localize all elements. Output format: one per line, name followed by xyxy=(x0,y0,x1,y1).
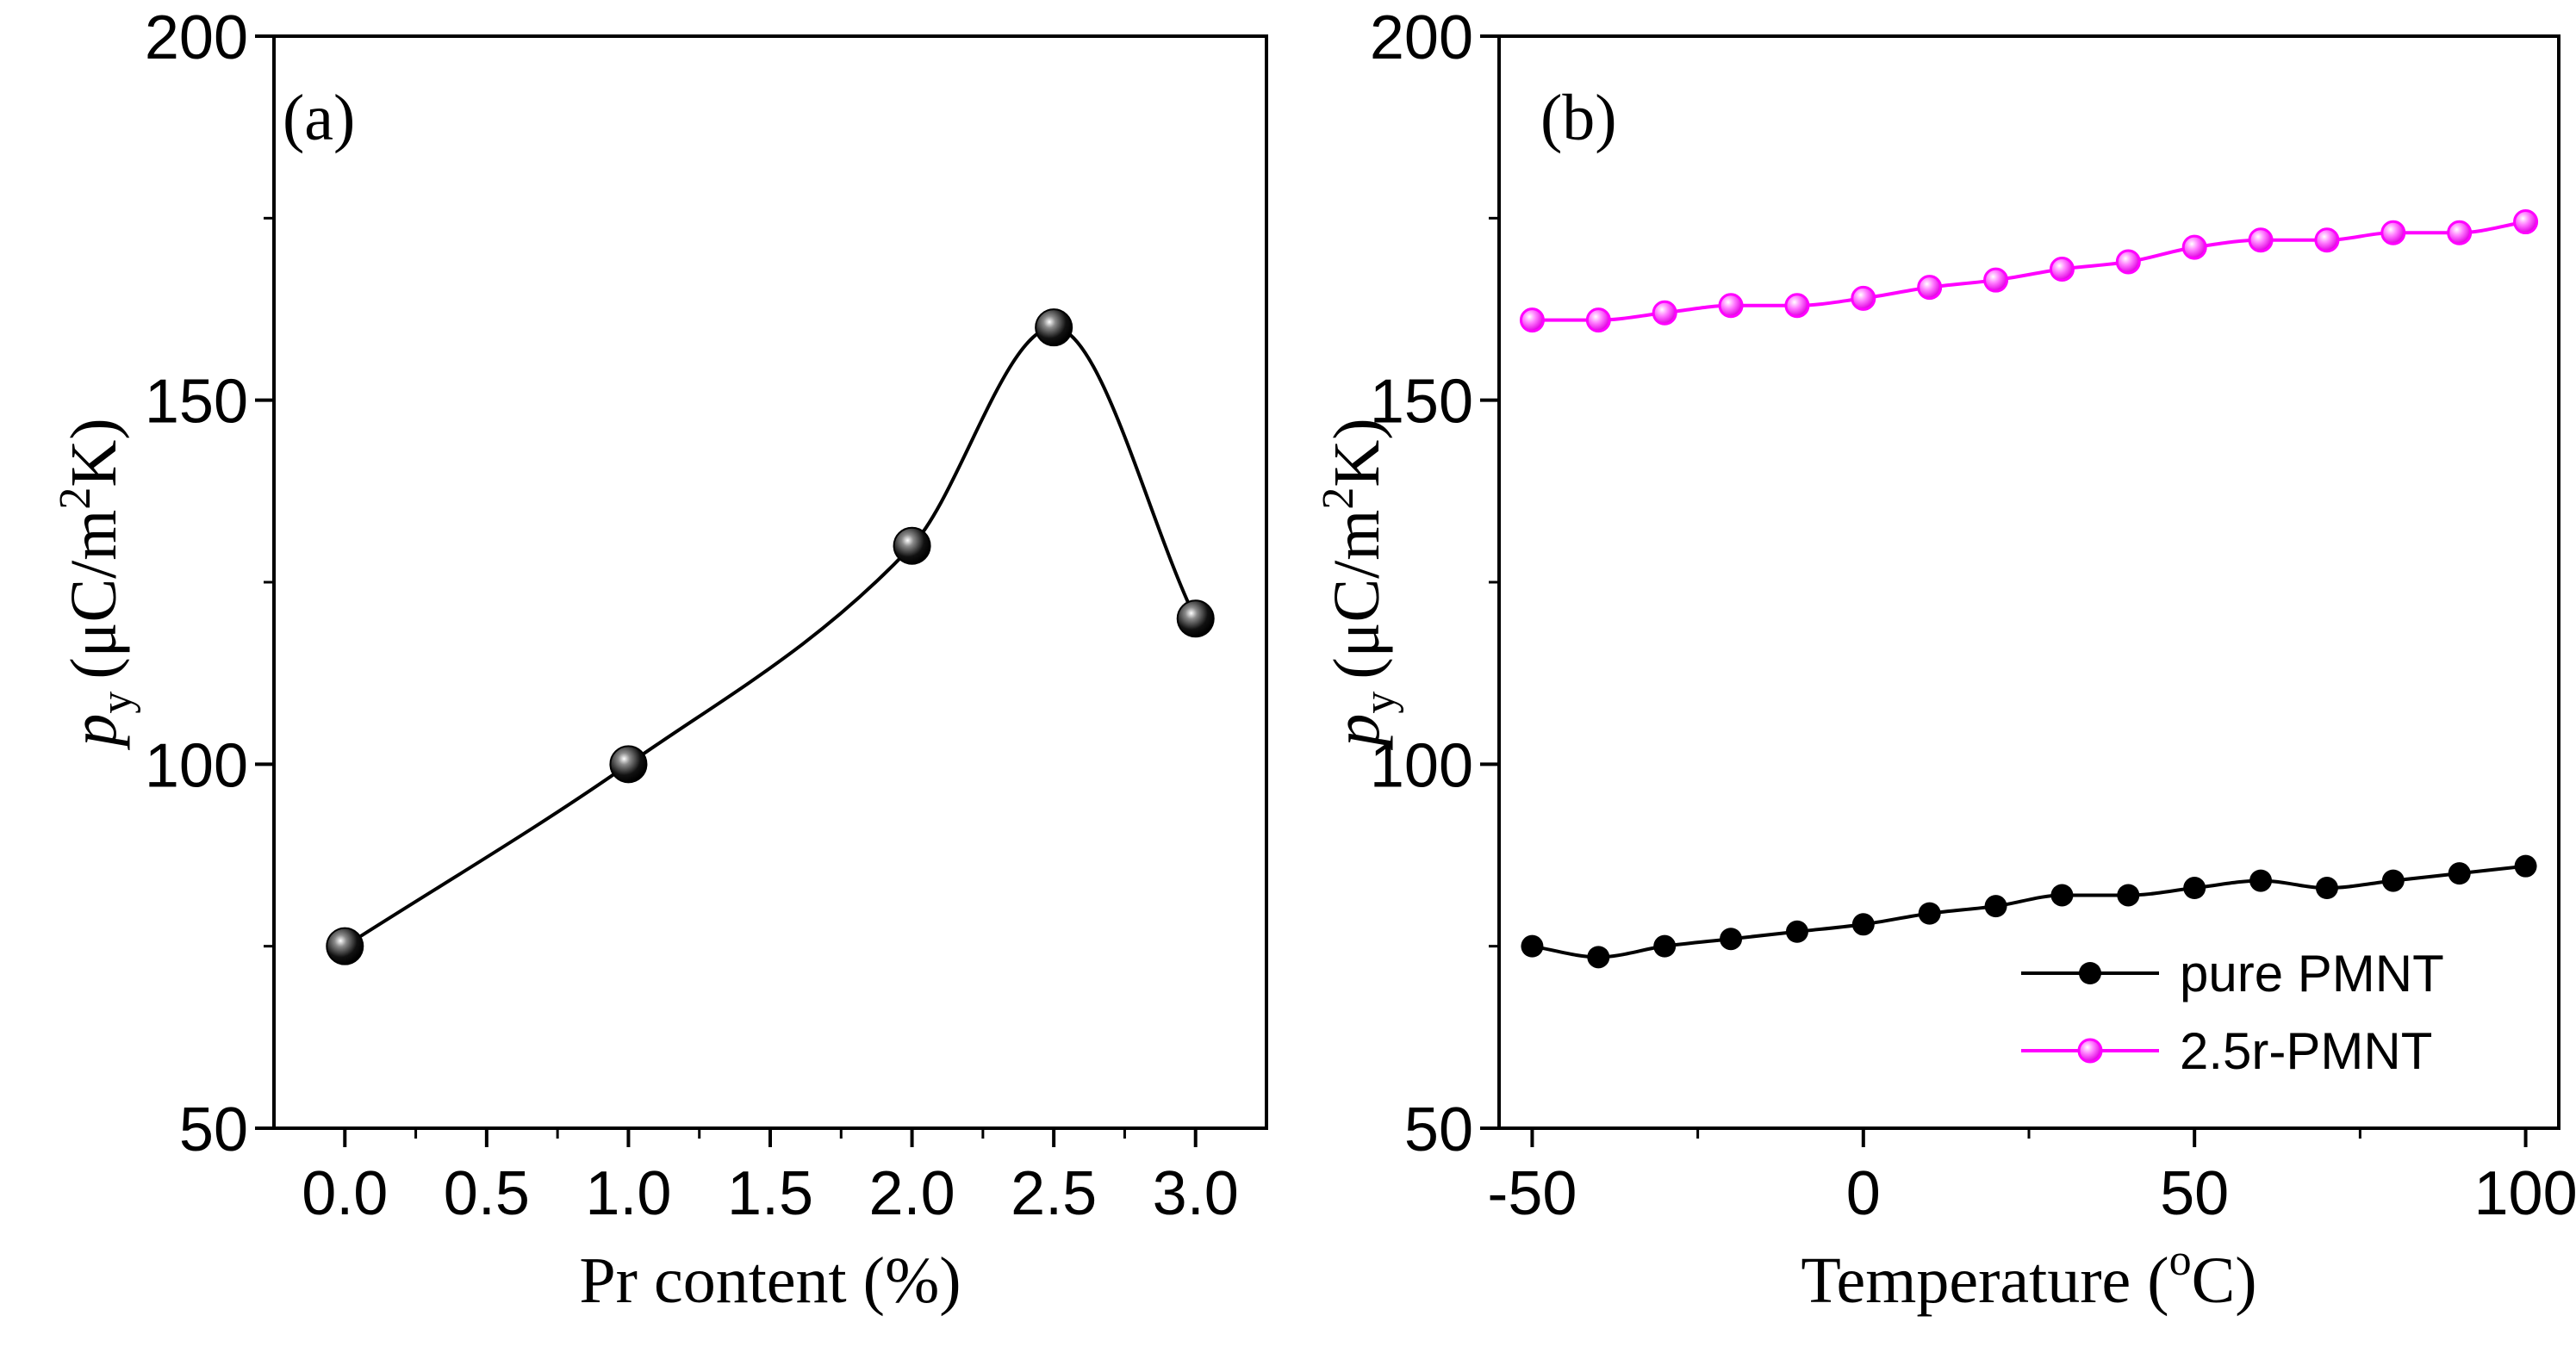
data-point-2-5r-pmnt xyxy=(1585,307,1611,333)
series-line-pure-pmnt xyxy=(1532,864,2526,959)
data-point xyxy=(609,745,648,784)
x-tick-label-a: 1.0 xyxy=(585,1159,671,1228)
x-axis-title-a: Pr content (%) xyxy=(579,1244,961,1317)
series-line-2-5r-pmnt xyxy=(1532,220,2526,322)
data-point-pure-pmnt xyxy=(2514,854,2537,878)
data-point xyxy=(1176,599,1215,638)
x-tick-label-b: 100 xyxy=(2473,1159,2576,1228)
y-tick-label-b: 200 xyxy=(1370,3,1473,72)
data-point-2-5r-pmnt xyxy=(1519,307,1545,333)
data-point-2-5r-pmnt xyxy=(2447,220,2473,245)
data-point-2-5r-pmnt xyxy=(1917,275,1943,301)
x-tick-label-a: 2.0 xyxy=(869,1159,955,1228)
panel-b: -50 0 50 100 50 100 150 200 (b) Temperature (oC… xyxy=(1314,3,2576,1317)
data-point-2-5r-pmnt xyxy=(2248,227,2274,253)
data-point xyxy=(1035,308,1073,347)
ticks-b xyxy=(1480,34,2528,1147)
data-point-2-5r-pmnt xyxy=(2314,227,2340,253)
data-point-pure-pmnt xyxy=(1984,895,2007,918)
x-tick-label-a: 1.5 xyxy=(727,1159,813,1228)
data-point-pure-pmnt xyxy=(1918,902,1941,925)
plot-frame-a xyxy=(272,34,1268,1130)
x-tick-label-b: 50 xyxy=(2160,1159,2229,1228)
y-axis-title-b: py(μC/m2K) xyxy=(1314,418,1404,750)
x-tick-label-a: 0.0 xyxy=(302,1159,388,1228)
ticks-a xyxy=(255,34,1198,1147)
legend: pure PMNT 2.5r-PMNT xyxy=(2021,945,2444,1080)
series-line-a xyxy=(344,326,1198,948)
y-tick-label-b: 150 xyxy=(1370,368,1473,437)
panel-label-b: (b) xyxy=(1540,82,1617,154)
data-point-pure-pmnt xyxy=(2448,862,2471,885)
data-point-2-5r-pmnt xyxy=(1784,293,1810,319)
data-point-pure-pmnt xyxy=(2381,869,2405,892)
data-point xyxy=(893,526,931,565)
data-point-2-5r-pmnt xyxy=(1652,300,1677,326)
y-axis-title-a: py(μC/m2K) xyxy=(51,418,141,750)
x-tick-label-b: 0 xyxy=(1846,1159,1881,1228)
data-point-2-5r-pmnt xyxy=(2513,209,2539,235)
legend-label-2-5r-pmnt: 2.5r-PMNT xyxy=(2180,1022,2432,1080)
data-point xyxy=(326,927,364,965)
legend-label-pure-pmnt: pure PMNT xyxy=(2180,945,2444,1002)
data-point-2-5r-pmnt xyxy=(1983,267,2009,293)
data-point-2-5r-pmnt xyxy=(2049,257,2075,282)
data-point-2-5r-pmnt xyxy=(2115,249,2141,275)
y-tick-label-a: 150 xyxy=(145,368,248,437)
y-tick-label-b: 50 xyxy=(1404,1095,1473,1164)
panel-label-a: (a) xyxy=(283,82,355,154)
x-axis-title-b: Temperature (oC) xyxy=(1801,1236,2256,1317)
x-tick-label-a: 2.5 xyxy=(1011,1159,1097,1228)
tick-labels-a: 0.0 0.5 1.0 1.5 2.0 2.5 3.0 50 100 150 200 xyxy=(145,3,1239,1228)
panel-a: 0.0 0.5 1.0 1.5 2.0 2.5 3.0 50 100 150 200 (a) Pr … xyxy=(51,3,1268,1317)
data-points-a xyxy=(326,308,1215,965)
data-point-pure-pmnt xyxy=(1851,913,1875,936)
y-tick-label-b: 100 xyxy=(1370,731,1473,800)
data-point-pure-pmnt xyxy=(2183,877,2206,900)
data-point-pure-pmnt xyxy=(1653,934,1677,958)
data-point-pure-pmnt xyxy=(1587,946,1610,969)
data-point-2-5r-pmnt xyxy=(1718,293,1744,319)
data-point-pure-pmnt xyxy=(1720,928,1743,951)
tick-labels-b: -50 0 50 100 50 100 150 200 xyxy=(1370,3,2576,1228)
data-point-pure-pmnt xyxy=(2249,869,2273,892)
y-tick-label-a: 100 xyxy=(145,731,248,800)
data-point-pure-pmnt xyxy=(2117,884,2140,907)
x-tick-label-a: 3.0 xyxy=(1153,1159,1239,1228)
data-point-pure-pmnt xyxy=(1785,920,1808,943)
x-tick-label-a: 0.5 xyxy=(444,1159,530,1228)
y-tick-label-a: 200 xyxy=(145,3,248,72)
legend-marker-2-5r-pmnt xyxy=(2077,1038,2103,1064)
series-b xyxy=(1519,209,2539,969)
data-point-pure-pmnt xyxy=(2315,877,2338,900)
data-point-2-5r-pmnt xyxy=(2181,234,2207,260)
data-point-2-5r-pmnt xyxy=(1851,285,1876,311)
y-tick-label-a: 50 xyxy=(179,1095,248,1164)
legend-marker-pure-pmnt xyxy=(2079,962,2101,984)
data-point-pure-pmnt xyxy=(2050,884,2074,907)
data-point-2-5r-pmnt xyxy=(2380,220,2406,245)
data-point-pure-pmnt xyxy=(1521,934,1544,958)
x-tick-label-b: -50 xyxy=(1487,1159,1577,1228)
